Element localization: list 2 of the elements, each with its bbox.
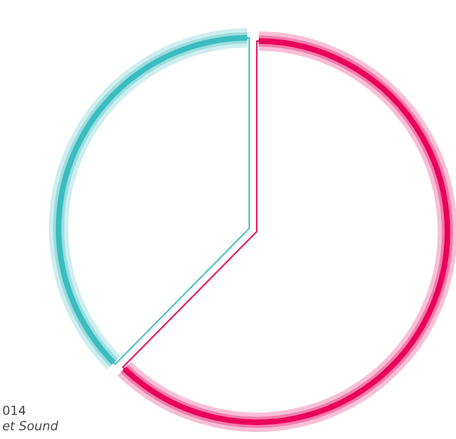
text: et Sound [2,420,58,430]
text: 014 [3,406,26,416]
